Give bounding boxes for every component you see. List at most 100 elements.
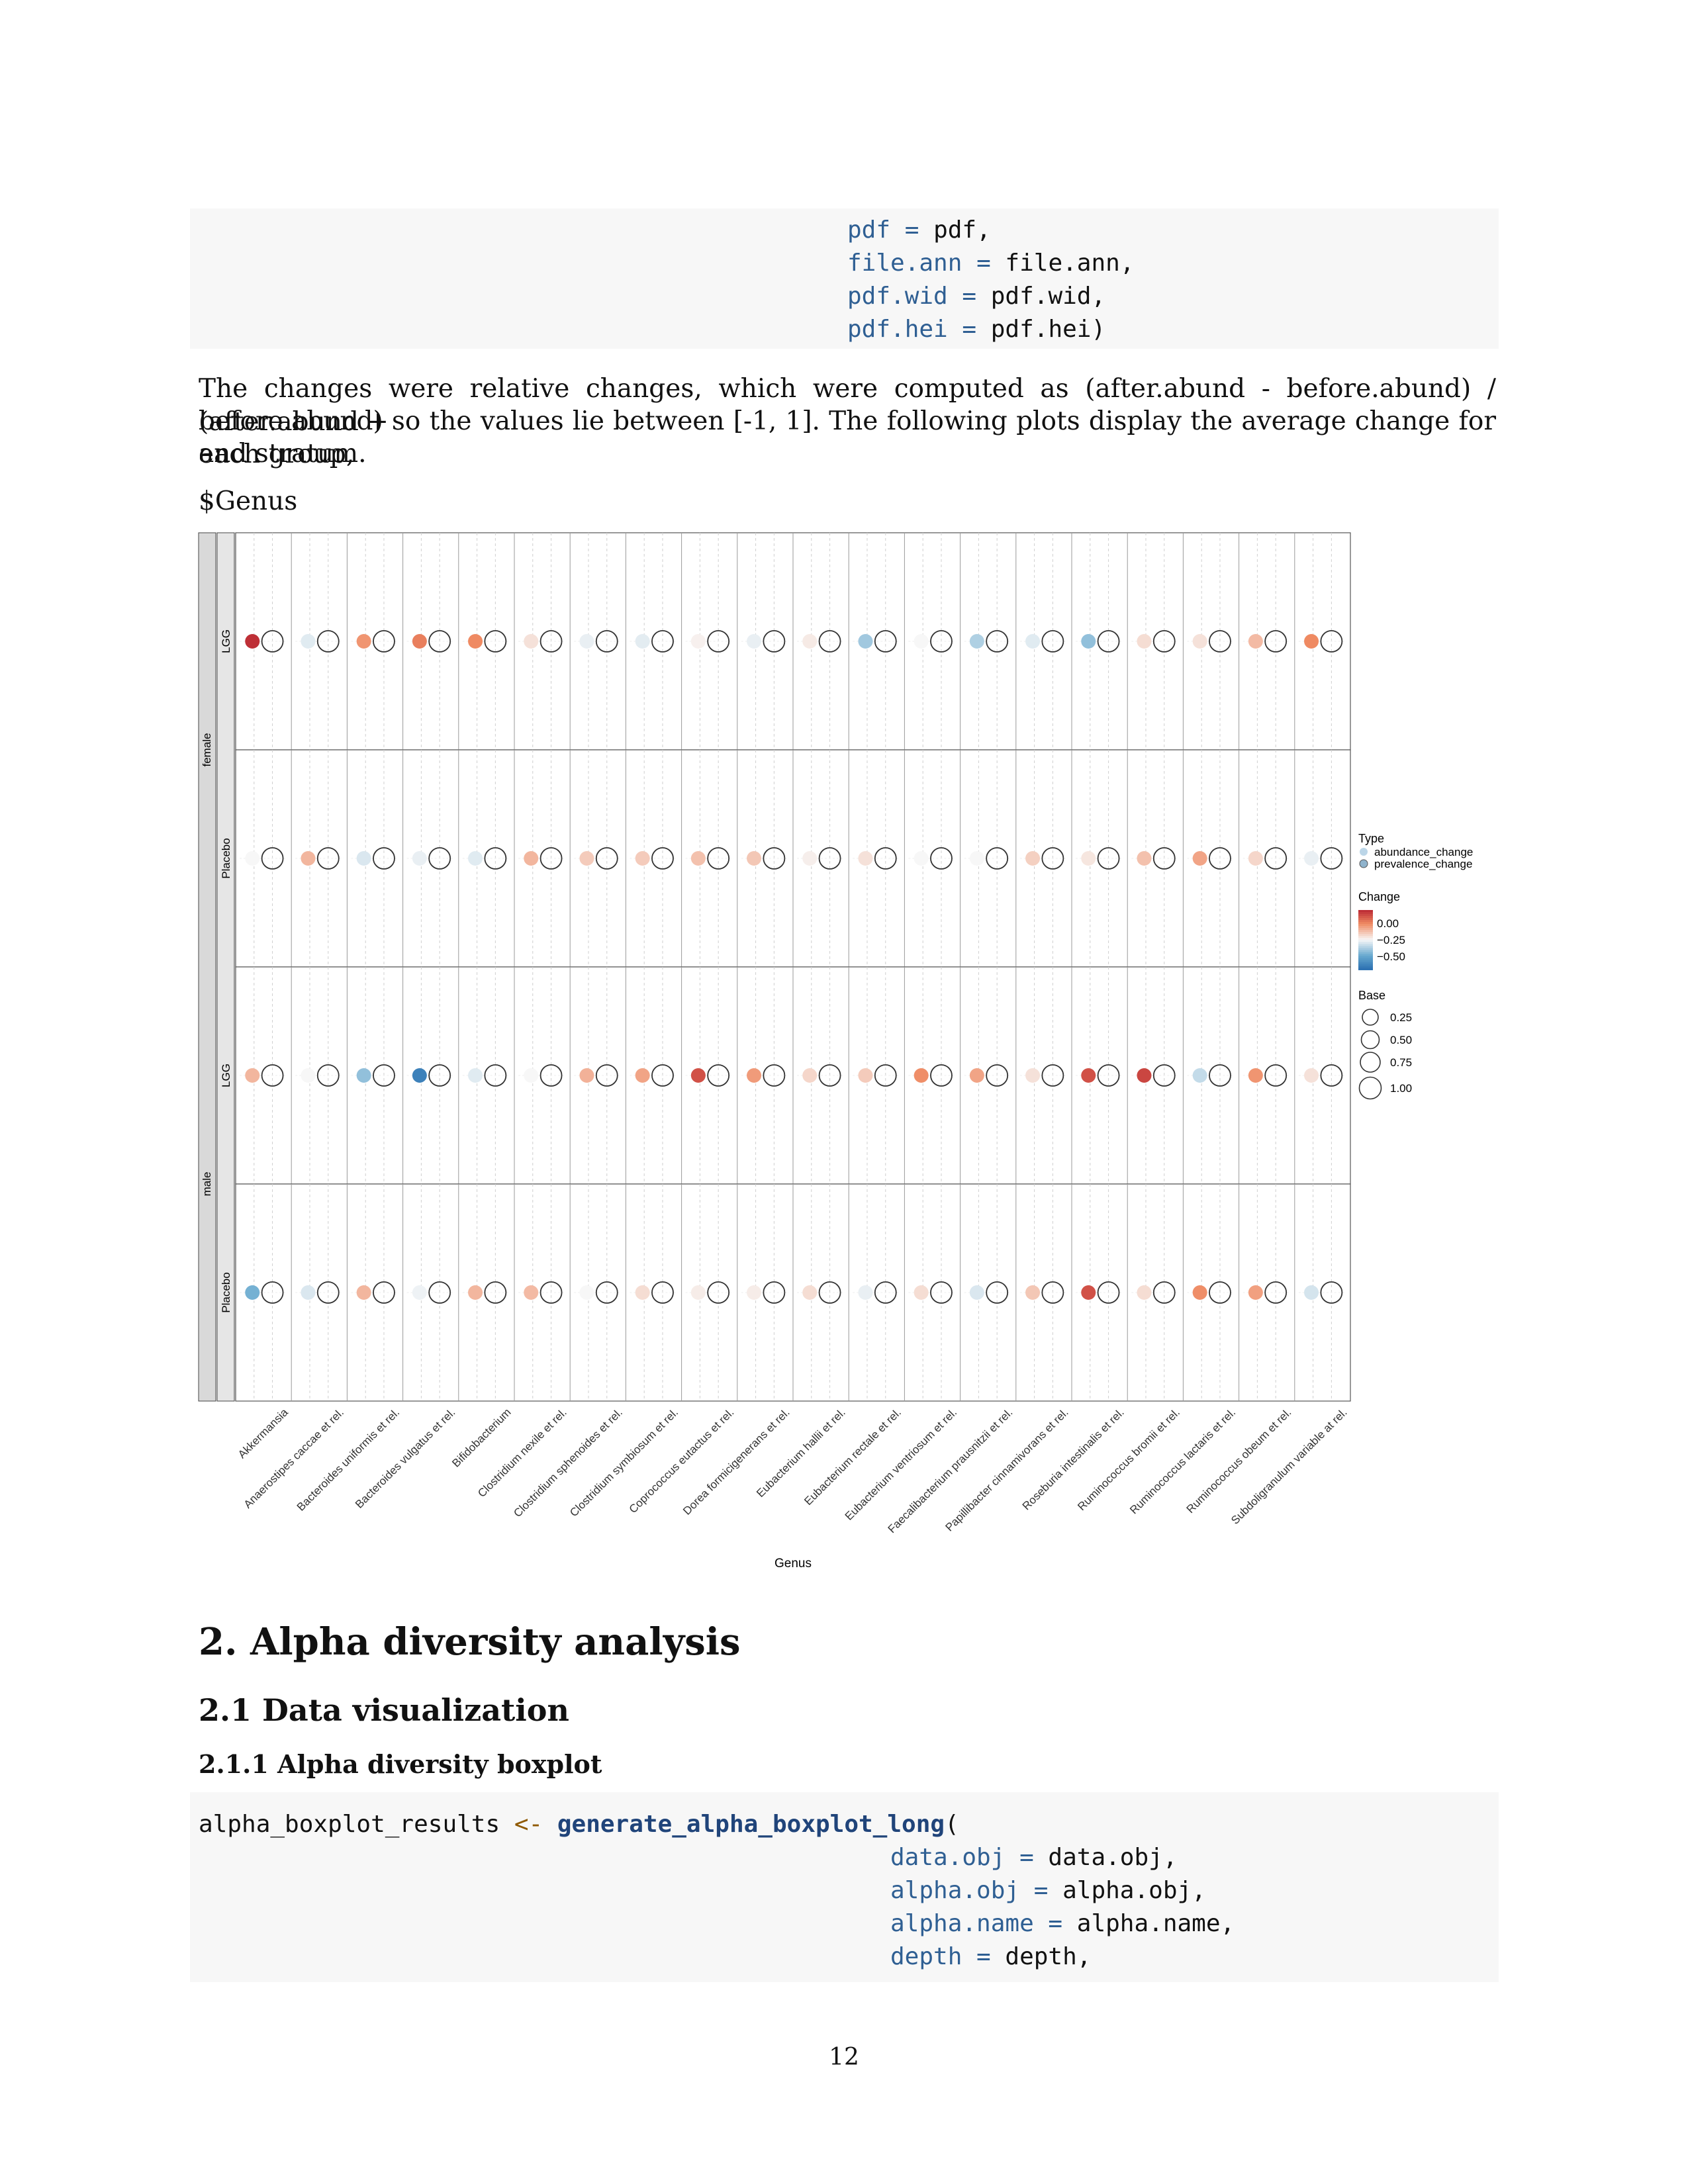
prevalence-change-point <box>986 630 1009 653</box>
abundance-change-point <box>412 1285 427 1300</box>
legend-label: prevalence_change <box>1374 858 1472 870</box>
abundance-change-point <box>301 851 316 866</box>
legend-colorbar-segment <box>1358 942 1373 944</box>
abundance-change-point <box>1248 1068 1263 1083</box>
strata-strip <box>198 532 216 1402</box>
abundance-change-point <box>1081 1068 1096 1083</box>
abundance-change-point <box>914 634 929 649</box>
abundance-change-point <box>524 1068 539 1083</box>
legend-colorbar-segment <box>1358 956 1373 958</box>
group-label: Placebo <box>220 838 232 878</box>
legend-colorbar-segment <box>1358 944 1373 946</box>
code-line: alpha.obj = alpha.obj, <box>890 1877 1206 1904</box>
prevalence-change-point <box>595 847 618 870</box>
x-tick-label: Eubacterium hallii et rel. <box>754 1406 848 1500</box>
prevalence-change-point <box>1097 1281 1120 1304</box>
legend-colorbar-segment <box>1358 940 1373 942</box>
abundance-change-point <box>858 1068 873 1083</box>
abundance-change-point <box>1025 1068 1041 1083</box>
prevalence-change-point <box>986 1064 1009 1087</box>
abundance-change-point <box>747 851 762 866</box>
abundance-change-point <box>747 1285 762 1300</box>
prevalence-change-point <box>1320 1064 1343 1087</box>
legend-label: 0.50 <box>1390 1034 1412 1046</box>
code-line: pdf.hei = pdf.hei) <box>847 316 1106 343</box>
abundance-change-point <box>1192 1068 1207 1083</box>
prevalence-change-point <box>595 1064 618 1087</box>
prevalence-change-point <box>1209 1281 1231 1304</box>
x-tick-label: Anaerostipes caccae et rel. <box>242 1406 346 1510</box>
prevalence-change-point <box>1264 1064 1288 1087</box>
prevalence-change-point <box>261 1064 284 1087</box>
abundance-change-point <box>245 1068 260 1083</box>
abundance-change-point <box>1304 634 1319 649</box>
legend-colorbar-segment <box>1358 946 1373 948</box>
prevalence-change-point <box>1041 1281 1064 1304</box>
abundance-change-point <box>1081 634 1096 649</box>
prevalence-change-point <box>261 1281 284 1304</box>
legend-colorbar-segment <box>1358 934 1373 936</box>
prevalence-change-point <box>874 630 897 653</box>
group-label: LGG <box>220 1064 232 1087</box>
legend-colorbar-segment <box>1358 968 1373 970</box>
legend-colorbar-segment <box>1358 922 1373 925</box>
abundance-change-point <box>1081 851 1096 866</box>
x-axis-title: Genus <box>774 1557 812 1570</box>
prevalence-change-point <box>484 1281 507 1304</box>
prevalence-change-point <box>373 847 395 870</box>
abundance-change-point <box>858 851 873 866</box>
abundance-change-point <box>301 634 316 649</box>
group-label: LGG <box>220 629 232 653</box>
abundance-change-point <box>858 634 873 649</box>
abundance-change-point <box>1025 851 1041 866</box>
abundance-change-point <box>1192 1285 1207 1300</box>
prevalence-change-point <box>539 1281 563 1304</box>
abundance-change-point <box>969 851 984 866</box>
x-tick-label: Papillibacter cinnamivorans et rel. <box>943 1406 1070 1533</box>
prevalence-change-point <box>651 1064 674 1087</box>
abundance-change-point <box>1304 851 1319 866</box>
prevalence-change-point <box>1264 1281 1288 1304</box>
legend-base-circle <box>1362 1009 1379 1026</box>
prevalence-change-point <box>316 1064 340 1087</box>
legend-label: 0.25 <box>1390 1011 1412 1024</box>
abundance-change-point <box>468 1285 483 1300</box>
x-tick-label: Akkermansia <box>236 1406 291 1461</box>
abundance-change-point <box>301 1285 316 1300</box>
prevalence-change-point <box>316 847 340 870</box>
prevalence-change-point <box>818 1064 841 1087</box>
x-tick-label: Dorea formicigenerans et rel. <box>680 1406 792 1517</box>
abundance-change-point <box>356 1068 371 1083</box>
abundance-change-point <box>1137 1068 1152 1083</box>
paragraph-line: before.abund) so the values lie between … <box>199 406 1496 469</box>
subsection-heading: 2.1 Data visualization <box>199 1692 569 1728</box>
prevalence-change-point <box>818 847 841 870</box>
x-tick-label: Bifidobacterium <box>449 1406 513 1469</box>
prevalence-change-point <box>539 1064 563 1087</box>
legend-colorbar-segment <box>1358 926 1373 929</box>
group-label: Placebo <box>220 1272 232 1312</box>
legend-colorbar-segment <box>1358 964 1373 966</box>
prevalence-change-point <box>986 1281 1009 1304</box>
legend-colorbar-segment <box>1358 948 1373 950</box>
prevalence-change-point <box>763 630 786 653</box>
x-tick-label: Bacteroides vulgatus et rel. <box>353 1406 457 1510</box>
abundance-change-point <box>356 1285 371 1300</box>
legend-tick-label: 0.00 <box>1377 917 1399 930</box>
abundance-change-point <box>579 851 594 866</box>
legend-colorbar-segment <box>1358 918 1373 921</box>
prevalence-change-point <box>1152 1281 1176 1304</box>
abundance-change-point <box>245 634 260 649</box>
legend-tick-label: −0.25 <box>1377 934 1405 946</box>
legend-colorbar-segment <box>1358 910 1373 913</box>
abundance-change-point <box>356 851 371 866</box>
strata-label: male <box>201 1172 213 1197</box>
x-tick-label: Coprococcus eutactus et rel. <box>627 1406 737 1516</box>
paragraph-line: and stratum. <box>199 439 367 469</box>
abundance-change-point <box>969 634 984 649</box>
section-heading: 2. Alpha diversity analysis <box>199 1620 741 1664</box>
abundance-change-point <box>1192 634 1207 649</box>
prevalence-change-point <box>595 630 618 653</box>
abundance-change-point <box>1137 634 1152 649</box>
prevalence-change-point <box>707 630 730 653</box>
